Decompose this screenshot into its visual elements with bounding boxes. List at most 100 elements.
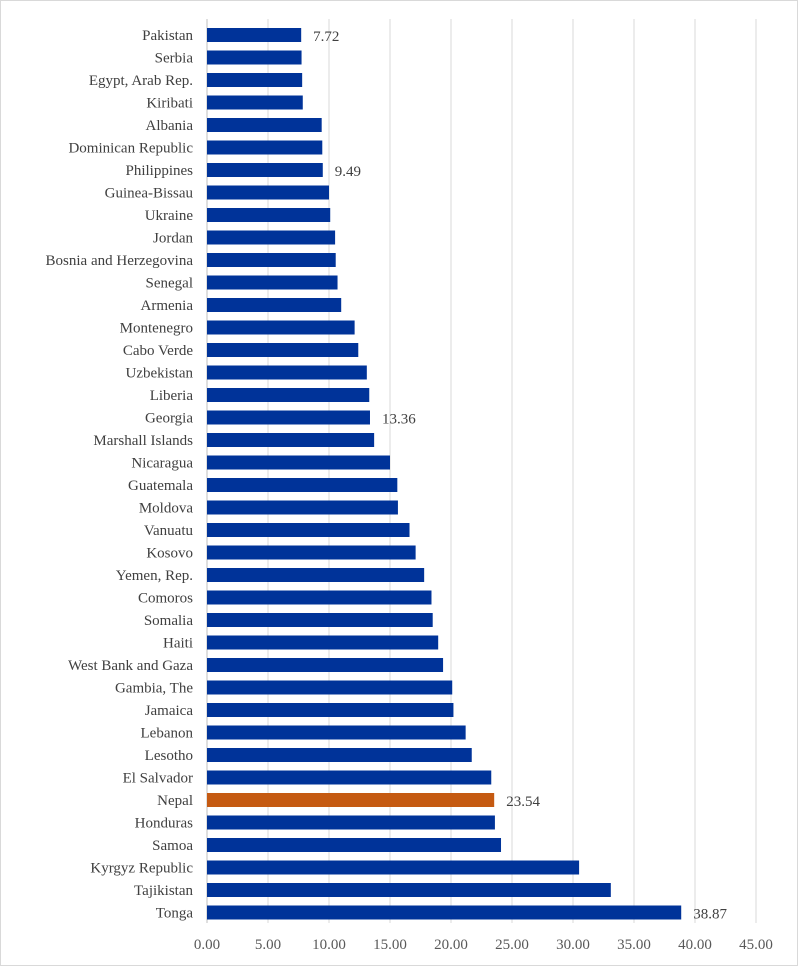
- category-label: Jordan: [153, 231, 193, 247]
- category-label: Lebanon: [141, 726, 194, 742]
- bar: [207, 275, 338, 290]
- gridlines: [267, 19, 757, 923]
- category-label: Liberia: [150, 388, 194, 404]
- bar: [207, 613, 433, 627]
- bar: [207, 298, 342, 312]
- bar: [207, 770, 492, 785]
- data-label: 7.72: [313, 29, 339, 45]
- data-label: 23.54: [506, 794, 540, 810]
- category-label: Tajikistan: [134, 883, 193, 899]
- category-label: Cabo Verde: [123, 343, 193, 359]
- category-label: Vanuatu: [144, 523, 194, 539]
- bar: [207, 95, 303, 110]
- x-tick-label: 10.00: [312, 937, 346, 953]
- category-label: Kiribati: [146, 96, 193, 112]
- category-label: Moldova: [139, 501, 194, 517]
- x-tick-label: 45.00: [739, 937, 773, 953]
- bar: [207, 365, 367, 380]
- bar: [207, 860, 580, 875]
- bar: [207, 73, 303, 87]
- bar: [207, 50, 302, 65]
- category-label: Ukraine: [145, 208, 194, 224]
- bar: [207, 230, 336, 245]
- bar: [207, 815, 495, 830]
- category-label: El Salvador: [123, 771, 193, 787]
- category-label: Nepal: [157, 793, 193, 809]
- bar: [207, 140, 323, 155]
- bar: [207, 523, 410, 537]
- category-labels: Pakistan Serbia Egypt, Arab Rep. Kiribati Al…: [46, 28, 194, 922]
- bar: [207, 658, 444, 672]
- x-tick-label: 20.00: [434, 937, 468, 953]
- bar: [207, 388, 370, 402]
- bar: [207, 478, 398, 492]
- category-label: Nicaragua: [131, 456, 193, 472]
- data-label: 9.49: [335, 164, 361, 180]
- category-label: Dominican Republic: [68, 141, 193, 157]
- bar: [207, 703, 454, 717]
- bar: [207, 455, 390, 470]
- category-label: Guinea-Bissau: [105, 186, 194, 202]
- bar: [207, 185, 329, 200]
- x-tick-label: 30.00: [556, 937, 590, 953]
- bar: [207, 545, 416, 560]
- bar: [207, 118, 322, 132]
- category-label: Philippines: [125, 163, 193, 179]
- bar: [207, 500, 398, 515]
- bar: [207, 680, 453, 695]
- bar: [207, 343, 359, 357]
- x-tick-label: 40.00: [678, 937, 712, 953]
- bar: [207, 905, 682, 920]
- category-label: Somalia: [144, 613, 194, 629]
- bar: [207, 748, 472, 762]
- category-label: Egypt, Arab Rep.: [89, 73, 193, 89]
- category-label: Pakistan: [142, 28, 193, 44]
- x-tick-label: 35.00: [617, 937, 651, 953]
- bar: [207, 320, 355, 335]
- category-label: Yemen, Rep.: [116, 568, 193, 584]
- category-label: Kyrgyz Republic: [90, 861, 193, 877]
- category-label: Samoa: [152, 838, 193, 854]
- x-tick-label: 0.00: [194, 937, 220, 953]
- x-axis-tick-labels: 0.00 5.00 10.00 15.00 20.00 25.00 30.00 35.00 40…: [194, 937, 773, 953]
- category-label: Guatemala: [128, 478, 193, 494]
- bar: [207, 28, 302, 42]
- bar: [207, 433, 375, 447]
- x-tick-label: 5.00: [255, 937, 281, 953]
- bar: [207, 590, 432, 605]
- category-label: West Bank and Gaza: [68, 658, 193, 674]
- category-label: Comoros: [138, 591, 193, 607]
- category-label: Senegal: [146, 276, 193, 292]
- bar: [207, 635, 439, 650]
- data-label: 38.87: [693, 907, 727, 923]
- category-label: Kosovo: [146, 546, 193, 562]
- category-label: Uzbekistan: [126, 366, 194, 382]
- bar: [207, 253, 336, 267]
- bars: [207, 28, 682, 920]
- category-label: Jamaica: [145, 703, 194, 719]
- bar: [207, 163, 323, 177]
- data-labels: 7.72 9.49 13.36 23.54 38.87: [313, 29, 727, 923]
- data-label: 13.36: [382, 412, 416, 428]
- bar: [207, 838, 502, 852]
- category-label: Gambia, The: [115, 681, 193, 697]
- bar: [207, 208, 331, 222]
- x-tick-label: 25.00: [495, 937, 529, 953]
- bar: [207, 793, 495, 807]
- bar: [207, 410, 370, 425]
- bar: [207, 568, 425, 582]
- bar: [207, 725, 466, 740]
- x-tick-label: 15.00: [373, 937, 407, 953]
- category-label: Bosnia and Herzegovina: [46, 253, 194, 269]
- category-label: Montenegro: [120, 321, 193, 337]
- category-label: Armenia: [141, 298, 194, 314]
- bar: [207, 883, 611, 897]
- category-label: Albania: [146, 118, 194, 134]
- category-label: Georgia: [145, 411, 193, 427]
- category-label: Marshall Islands: [93, 433, 193, 449]
- category-label: Serbia: [155, 51, 194, 67]
- category-label: Honduras: [135, 816, 193, 832]
- category-label: Lesotho: [145, 748, 193, 764]
